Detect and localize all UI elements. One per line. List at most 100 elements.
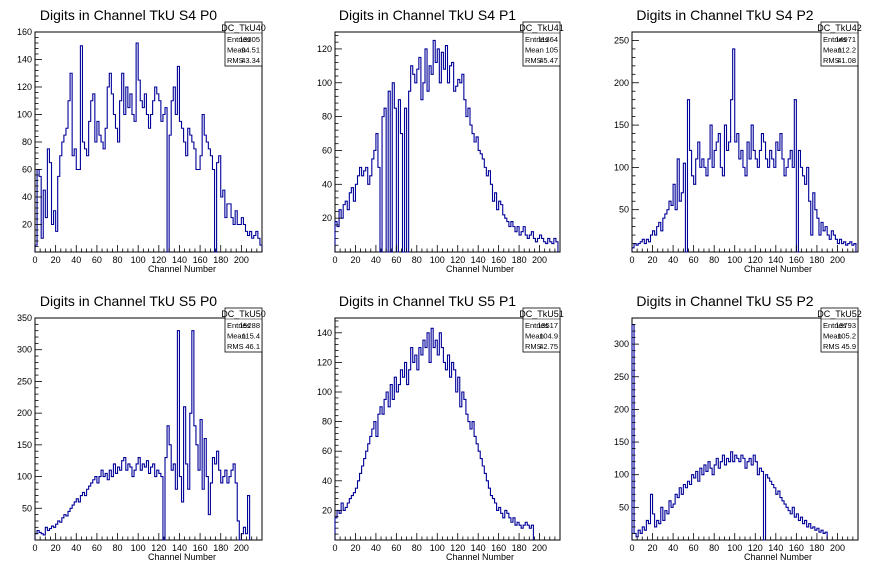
stats-entries-label: Entries <box>227 321 251 330</box>
x-tick-label: 100 <box>727 543 742 553</box>
x-tick-label: 60 <box>391 255 401 265</box>
stats-entries-label: Entries <box>227 35 251 44</box>
histogram-series <box>631 48 857 253</box>
x-tick-label: 200 <box>234 255 249 265</box>
x-tick-label: 180 <box>809 543 824 553</box>
x-tick-label: 80 <box>709 543 719 553</box>
chart-title: Digits in Channel TkU S5 P1 <box>339 293 516 309</box>
x-tick-label: 80 <box>709 255 719 265</box>
y-tick-label: 300 <box>17 345 32 355</box>
chart-title: Digits in Channel TkU S5 P2 <box>636 293 813 309</box>
x-tick-label: 160 <box>789 543 804 553</box>
stats-rms-value: 41.08 <box>837 56 856 65</box>
y-tick-label: 50 <box>619 205 629 215</box>
y-tick-label: 20 <box>322 505 332 515</box>
y-tick-label: 100 <box>17 110 32 120</box>
stats-mean-label: Mean <box>823 332 842 341</box>
x-tick-label: 40 <box>668 543 678 553</box>
x-tick-label: 100 <box>131 255 146 265</box>
y-tick-label: 200 <box>614 78 629 88</box>
y-tick-label: 80 <box>322 112 332 122</box>
stats-mean-value: 104.9 <box>539 332 558 341</box>
y-tick-label: 200 <box>614 404 629 414</box>
stats-name: DC_TkU41 <box>519 23 564 33</box>
chart-title: Digits in Channel TkU S5 P0 <box>40 293 217 309</box>
x-tick-label: 0 <box>332 255 337 265</box>
x-tick-label: 100 <box>727 255 742 265</box>
x-tick-label: 20 <box>350 255 360 265</box>
y-tick-label: 120 <box>317 357 332 367</box>
x-tick-label: 180 <box>512 543 527 553</box>
x-tick-label: 80 <box>113 543 123 553</box>
y-tick-label: 20 <box>322 213 332 223</box>
stats-name: DC_TkU50 <box>221 309 266 319</box>
histogram-panel-3: Digits in Channel TkU S5 P0 0 20 40 60 80 100 1… <box>17 293 266 562</box>
y-tick-label: 100 <box>317 387 332 397</box>
stats-rms-label: RMS <box>525 56 542 65</box>
x-tick-label: 160 <box>491 255 506 265</box>
y-tick-label: 40 <box>322 179 332 189</box>
x-tick-label: 40 <box>71 255 81 265</box>
y-tick-label: 40 <box>322 476 332 486</box>
stats-mean-label: Mean <box>227 332 246 341</box>
stats-mean-label: Mean <box>525 332 544 341</box>
stats-box-frame <box>224 307 263 353</box>
x-tick-label: 160 <box>193 543 208 553</box>
stats-entries-label: Entries <box>823 321 847 330</box>
x-tick-label: 0 <box>32 543 37 553</box>
stats-box-frame <box>224 21 263 67</box>
x-tick-label: 120 <box>151 543 166 553</box>
y-tick-label: 350 <box>17 313 32 323</box>
stats-entries-label: Entries <box>525 35 549 44</box>
stats-rms-value: 46.1 <box>245 342 260 351</box>
x-tick-label: 120 <box>450 543 465 553</box>
x-tick-label: 140 <box>471 255 486 265</box>
x-tick-label: 20 <box>648 543 658 553</box>
histogram-series <box>334 39 559 253</box>
x-tick-label: 40 <box>371 543 381 553</box>
stats-mean-value: 105 <box>545 46 558 55</box>
x-tick-label: 120 <box>151 255 166 265</box>
y-tick-label: 150 <box>614 120 629 130</box>
y-tick-label: 250 <box>614 35 629 45</box>
x-tick-label: 60 <box>391 543 401 553</box>
stats-entries-value: 13793 <box>835 321 856 330</box>
stats-mean-value: 94.51 <box>241 46 260 55</box>
x-tick-label: 40 <box>668 255 678 265</box>
x-tick-label: 20 <box>51 255 61 265</box>
stats-entries-value: 15288 <box>239 321 260 330</box>
x-tick-label: 200 <box>234 543 249 553</box>
x-axis-label: Channel Number <box>744 552 812 562</box>
x-tick-label: 140 <box>172 543 187 553</box>
x-tick-label: 200 <box>830 255 845 265</box>
y-tick-label: 150 <box>17 440 32 450</box>
stats-rms-label: RMS <box>823 56 840 65</box>
stats-rms-label: RMS <box>823 342 840 351</box>
x-tick-label: 60 <box>689 543 699 553</box>
x-tick-label: 100 <box>430 255 445 265</box>
x-tick-label: 140 <box>768 255 783 265</box>
x-tick-label: 80 <box>113 255 123 265</box>
stats-mean-label: Mean <box>227 46 246 55</box>
y-tick-label: 100 <box>614 470 629 480</box>
x-axis-label: Channel Number <box>148 264 216 274</box>
x-tick-label: 140 <box>768 543 783 553</box>
y-tick-label: 40 <box>22 192 32 202</box>
y-tick-label: 140 <box>17 55 32 65</box>
stats-rms-value: 42.75 <box>539 342 558 351</box>
x-tick-label: 0 <box>629 543 634 553</box>
x-tick-label: 40 <box>71 543 81 553</box>
x-tick-label: 0 <box>629 255 634 265</box>
x-tick-label: 20 <box>648 255 658 265</box>
x-axis-label: Channel Number <box>744 264 812 274</box>
stats-mean-label: Mean <box>823 46 842 55</box>
y-tick-label: 200 <box>17 408 32 418</box>
x-tick-label: 200 <box>830 543 845 553</box>
y-tick-label: 50 <box>22 503 32 513</box>
y-tick-label: 100 <box>614 162 629 172</box>
